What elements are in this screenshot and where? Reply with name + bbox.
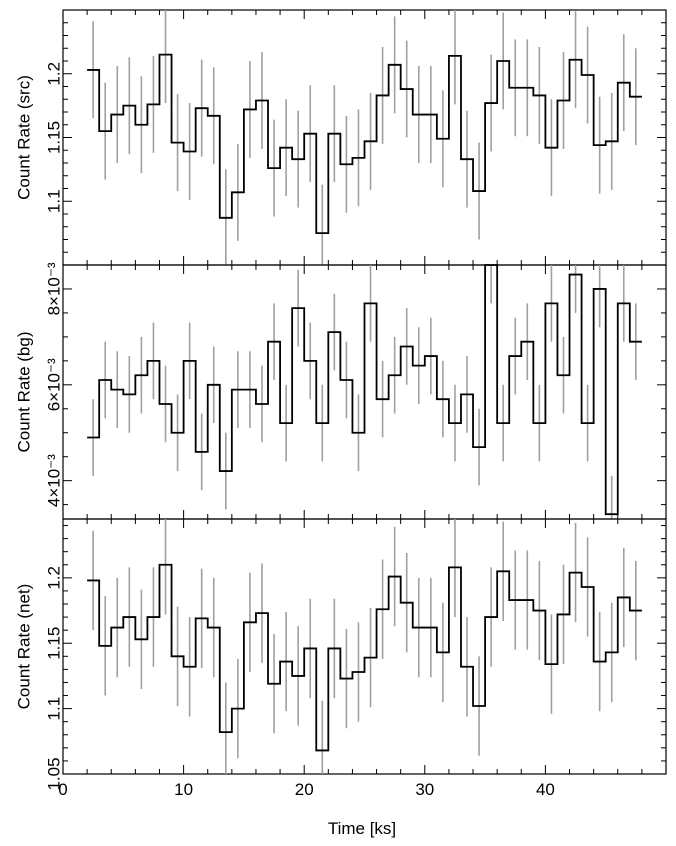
panels: 1.1 1.15 1.2 Count Rate (src) 4×10⁻³ 6×10⁻³ 8×… bbox=[15, 9, 667, 799]
x-tick-label: 0 bbox=[58, 780, 67, 799]
y-tick-label: 1.2 bbox=[45, 566, 64, 590]
y-tick-label: 6×10⁻³ bbox=[45, 358, 64, 411]
y-tick-label: 1.15 bbox=[45, 627, 64, 660]
y-tick-label: 1.15 bbox=[45, 121, 64, 154]
panel-1: 1.1 1.15 1.2 Count Rate (src) bbox=[15, 9, 667, 266]
y-tick-label: 8×10⁻³ bbox=[45, 262, 64, 315]
y-tick-label: 1.1 bbox=[45, 189, 64, 213]
y-axis-label: Count Rate (src) bbox=[15, 75, 34, 200]
y-axis-label: Count Rate (bg) bbox=[15, 332, 34, 453]
panel-3: 1.05 1.1 1.15 1.2 Count Rate (net) 0 10 20 30 40 bbox=[15, 518, 667, 799]
y-tick-label: 1.2 bbox=[45, 62, 64, 86]
step-series bbox=[87, 53, 642, 235]
y-tick-label: 4×10⁻³ bbox=[45, 454, 64, 507]
x-tick-label: 30 bbox=[415, 780, 434, 799]
plot-frame bbox=[62, 518, 667, 775]
y-axis-label: Count Rate (net) bbox=[15, 584, 34, 710]
step-series bbox=[87, 264, 642, 516]
step-series bbox=[87, 563, 642, 752]
x-tick-label: 10 bbox=[174, 780, 193, 799]
panel-2: 4×10⁻³ 6×10⁻³ 8×10⁻³ Count Rate (bg) bbox=[15, 262, 667, 520]
y-tick-label: 1.1 bbox=[45, 697, 64, 721]
x-tick-label: 40 bbox=[536, 780, 555, 799]
y-tick-label: 1.05 bbox=[45, 757, 64, 790]
x-tick-label: 20 bbox=[295, 780, 314, 799]
x-axis-label: Time [ks] bbox=[328, 819, 396, 838]
